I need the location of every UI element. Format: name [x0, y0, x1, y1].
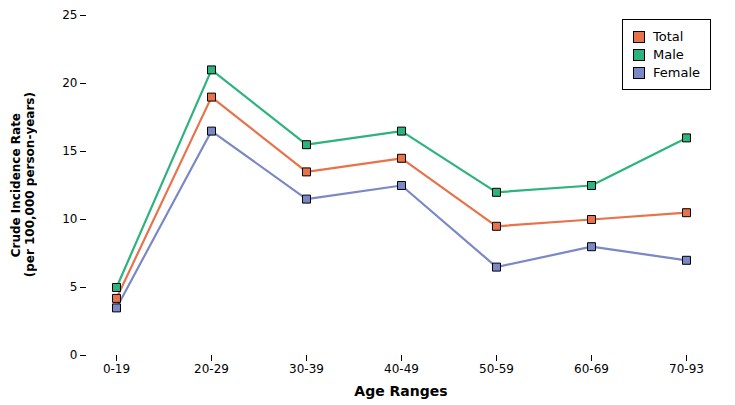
svg-text:10: 10	[62, 212, 77, 226]
html-text:Crude Incidence Rate (per 100,: Crude Incidence Rate (per 100,000 person…	[9, 92, 37, 278]
svg-text:20: 20	[62, 76, 77, 90]
svg-text:25: 25	[62, 8, 77, 22]
svg-text:0-19: 0-19	[103, 362, 130, 376]
svg-text:30-39: 30-39	[289, 362, 324, 376]
svg-text:50-59: 50-59	[479, 362, 514, 376]
svg-text:15: 15	[62, 144, 77, 158]
svg-text:0: 0	[70, 348, 78, 362]
svg-text:60-69: 60-69	[574, 362, 609, 376]
svg-text:5: 5	[70, 280, 78, 294]
svg-text:Age Ranges: Age Ranges	[354, 383, 447, 399]
html-text:Female: Female	[653, 65, 700, 80]
html-text:Total: Total	[653, 29, 684, 44]
html-text:Male: Male	[653, 47, 684, 62]
svg-text:70-93: 70-93	[669, 362, 704, 376]
svg-text:20-29: 20-29	[194, 362, 229, 376]
svg-text:40-49: 40-49	[384, 362, 419, 376]
